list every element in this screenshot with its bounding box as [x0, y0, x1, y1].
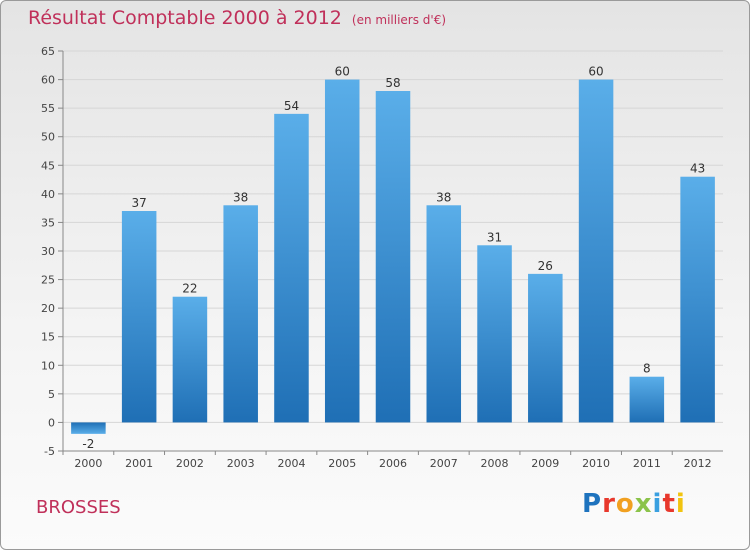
- data-label: 60: [335, 65, 350, 79]
- data-label: 43: [690, 162, 705, 176]
- logo-letter: i: [675, 489, 686, 519]
- y-tick-label: 0: [48, 416, 55, 429]
- bar-2005: [324, 79, 360, 423]
- x-tick-label: 2005: [328, 457, 356, 470]
- bar-2006: [375, 91, 411, 423]
- x-tick-label: 2008: [481, 457, 509, 470]
- label-layer: -5 0 5 10 15 20 25 30 35 40 45 50 55 60 65 -2 2000 37 2001…: [41, 45, 712, 470]
- chart-subtitle: (en milliers d'€): [351, 13, 447, 27]
- x-tick-label: 2004: [277, 457, 305, 470]
- y-tick-label: 30: [41, 245, 55, 258]
- data-label: 58: [385, 76, 400, 90]
- bar-2003: [223, 205, 258, 423]
- y-tick-label: 40: [41, 188, 55, 201]
- x-tick-label: 2003: [227, 457, 255, 470]
- bar-2010: [578, 79, 614, 423]
- y-tick-label: 15: [41, 331, 55, 344]
- y-tick-label: 65: [41, 45, 55, 58]
- proxiti-logo: Proxiti: [582, 489, 686, 519]
- logo-letter: t: [662, 489, 676, 519]
- chart-title-text: Résultat Comptable 2000 à 2012: [28, 7, 342, 29]
- data-label: 22: [182, 282, 197, 296]
- logo-letter: o: [615, 489, 635, 519]
- y-tick-label: 5: [48, 388, 55, 401]
- x-tick-label: 2000: [74, 457, 102, 470]
- data-label: 8: [643, 362, 651, 376]
- y-tick-label: 45: [41, 159, 55, 172]
- y-tick-label: 20: [41, 302, 55, 315]
- data-label: 38: [233, 190, 248, 204]
- logo-letter: i: [652, 489, 663, 519]
- y-tick-label: 50: [41, 131, 55, 144]
- y-tick-label: 25: [41, 274, 55, 287]
- bar-2004: [274, 113, 309, 423]
- data-label: -2: [82, 437, 94, 451]
- bar-2012: [680, 176, 715, 423]
- logo-letter: r: [602, 489, 616, 519]
- x-tick-label: 2012: [684, 457, 712, 470]
- data-label: 38: [436, 190, 451, 204]
- y-tick-label: -5: [44, 445, 55, 458]
- bar-2011: [629, 376, 665, 423]
- bar-2001: [121, 211, 157, 423]
- x-tick-label: 2009: [531, 457, 559, 470]
- commune-name: BROSSES: [36, 497, 121, 518]
- data-label: 60: [588, 65, 603, 79]
- bar-2009: [528, 273, 563, 423]
- x-tick-label: 2002: [176, 457, 204, 470]
- bar-2008: [477, 245, 512, 423]
- bar-2000: [71, 422, 106, 434]
- logo-letter: x: [634, 489, 653, 519]
- x-tick-label: 2007: [430, 457, 458, 470]
- x-tick-label: 2010: [582, 457, 610, 470]
- logo-letter: P: [582, 489, 603, 519]
- bar-2007: [426, 205, 462, 423]
- bar-2002: [172, 296, 208, 423]
- x-tick-label: 2011: [633, 457, 661, 470]
- data-label: 31: [487, 230, 502, 244]
- y-tick-label: 55: [41, 102, 55, 115]
- data-label: 54: [284, 99, 299, 113]
- y-tick-label: 35: [41, 216, 55, 229]
- x-tick-label: 2001: [125, 457, 153, 470]
- y-tick-label: 60: [41, 74, 55, 87]
- x-tick-label: 2006: [379, 457, 407, 470]
- chart-title: Résultat Comptable 2000 à 2012 (en millie…: [28, 7, 446, 29]
- data-label: 26: [538, 259, 553, 273]
- y-tick-label: 10: [41, 359, 55, 372]
- data-label: 37: [132, 196, 147, 210]
- bar-layer: [71, 79, 715, 434]
